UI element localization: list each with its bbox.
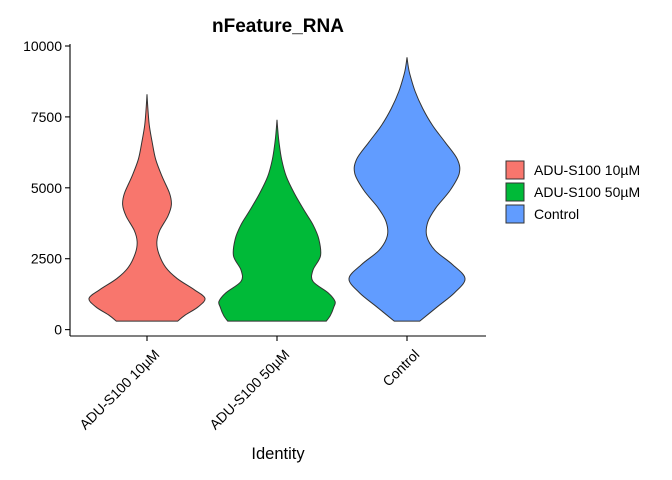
x-tick-label: ADU-S100 10µM: [76, 346, 162, 432]
violin-adu-s100-10-m: [88, 94, 206, 322]
violin-control: [348, 57, 466, 322]
legend: ADU-S100 10µM ADU-S100 50µM Control: [505, 160, 640, 224]
x-tick-label: Control: [379, 346, 422, 389]
x-axis-title: Identity: [251, 445, 305, 463]
chart-title: nFeature_RNA: [212, 16, 344, 37]
y-tick-label: 5000: [31, 180, 62, 196]
legend-label: ADU-S100 50µM: [534, 184, 640, 200]
y-tick-label: 2500: [31, 251, 62, 267]
violins-group: [88, 57, 466, 322]
legend-swatch: [505, 182, 525, 202]
legend-label: Control: [534, 206, 579, 222]
legend-swatch: [505, 160, 525, 180]
legend-swatch: [505, 204, 525, 224]
y-tick-label: 0: [54, 322, 62, 338]
y-tick-label: 7500: [31, 109, 62, 125]
y-axis: 0 2500 5000 7500 10000: [23, 38, 71, 338]
x-axis: ADU-S100 10µM ADU-S100 50µM Control: [70, 335, 486, 433]
legend-label: ADU-S100 10µM: [534, 162, 640, 178]
x-tick-label: ADU-S100 50µM: [206, 346, 292, 432]
y-tick-label: 10000: [23, 38, 62, 54]
violin-adu-s100-50-m: [218, 119, 336, 322]
